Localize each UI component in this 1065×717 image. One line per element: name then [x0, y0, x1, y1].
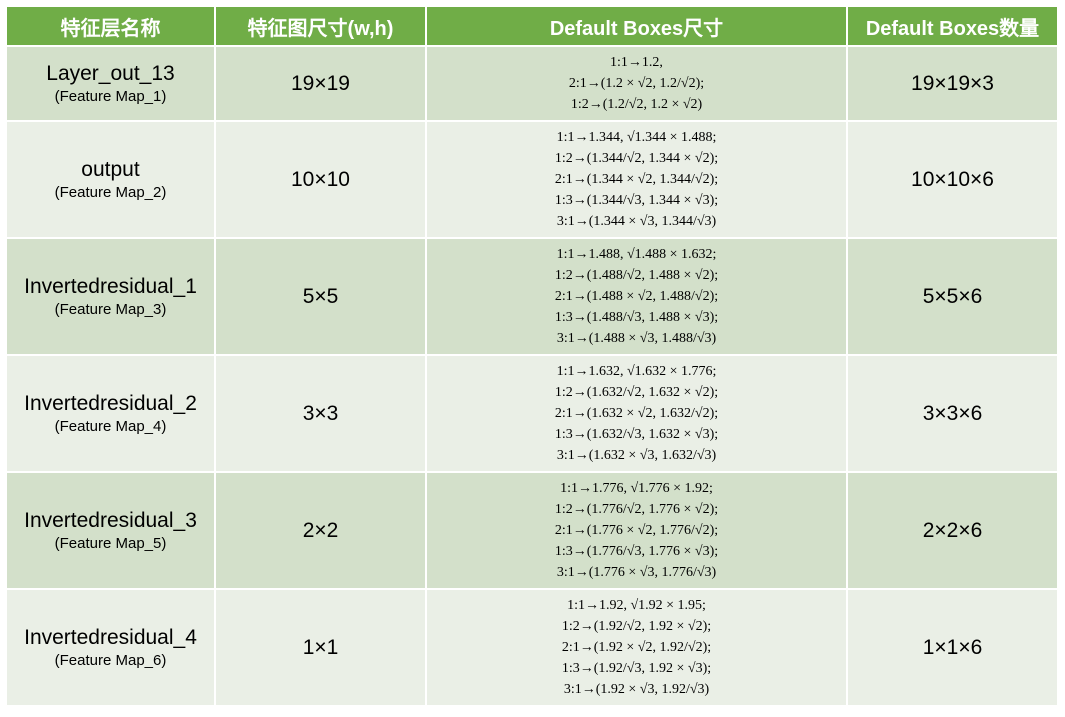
box-count-cell: 10×10×6 [846, 120, 1059, 239]
map-size-cell: 5×5 [214, 237, 427, 356]
box-size-cell: 1:1→1.2, 2:1→(1.2 × √2, 1.2/√2); 1:2→(1.2/… [425, 45, 848, 122]
feature-map-table: 特征层名称 特征图尺寸(w,h) Default Boxes尺寸 Default… [5, 5, 1059, 707]
box-size-line: 1:2→(1.632/√2, 1.632 × √2); [554, 385, 719, 400]
box-size-line: 3:1→(1.344 × √3, 1.344/√3) [556, 214, 717, 229]
box-size-line: 2:1→(1.344 × √2, 1.344/√2); [554, 172, 719, 187]
layer-name-cell: Invertedresidual_4 (Feature Map_6) [5, 588, 216, 707]
layer-name-cell: Layer_out_13 (Feature Map_1) [5, 45, 216, 122]
map-size-cell: 3×3 [214, 354, 427, 473]
box-count-cell: 19×19×3 [846, 45, 1059, 122]
map-size-cell: 10×10 [214, 120, 427, 239]
box-count-cell: 2×2×6 [846, 471, 1059, 590]
box-count-cell: 3×3×6 [846, 354, 1059, 473]
box-size-line: 3:1→(1.92 × √3, 1.92/√3) [563, 682, 710, 697]
box-size-line: 1:2→(1.488/√2, 1.488 × √2); [554, 268, 719, 283]
box-count-cell: 5×5×6 [846, 237, 1059, 356]
layer-name-cell: Invertedresidual_3 (Feature Map_5) [5, 471, 216, 590]
layer-name-cell: output (Feature Map_2) [5, 120, 216, 239]
table-row: Invertedresidual_3 (Feature Map_5) 2×2 1:1→… [5, 471, 1059, 590]
box-size-cell: 1:1→1.632, √1.632 × 1.776; 1:2→(1.632/√2,… [425, 354, 848, 473]
box-size-line: 3:1→(1.632 × √3, 1.632/√3) [556, 448, 717, 463]
feature-map-label: (Feature Map_6) [54, 651, 167, 669]
layer-name-cell: Invertedresidual_2 (Feature Map_4) [5, 354, 216, 473]
layer-name: Invertedresidual_2 [24, 391, 197, 415]
box-size-line: 1:1→1.92, √1.92 × 1.95; [567, 598, 706, 613]
feature-map-label: (Feature Map_1) [54, 87, 167, 105]
map-size-cell: 1×1 [214, 588, 427, 707]
feature-map-label: (Feature Map_3) [54, 300, 167, 318]
box-size-line: 1:1→1.776, √1.776 × 1.92; [560, 481, 713, 496]
box-size-line: 2:1→(1.488 × √2, 1.488/√2); [554, 289, 719, 304]
layer-name: Layer_out_13 [46, 61, 175, 85]
layer-name: Invertedresidual_1 [24, 274, 197, 298]
box-count-cell: 1×1×6 [846, 588, 1059, 707]
layer-name: Invertedresidual_3 [24, 508, 197, 532]
feature-map-label: (Feature Map_5) [54, 534, 167, 552]
feature-map-label: (Feature Map_4) [54, 417, 167, 435]
header-layer-name: 特征层名称 [5, 5, 216, 47]
box-size-line: 2:1→(1.92 × √2, 1.92/√2); [561, 640, 712, 655]
box-size-line: 1:2→(1.92/√2, 1.92 × √2); [561, 619, 712, 634]
box-size-line: 1:1→1.632, √1.632 × 1.776; [556, 364, 717, 379]
layer-name: output [81, 157, 140, 181]
box-size-cell: 1:1→1.344, √1.344 × 1.488; 1:2→(1.344/√2,… [425, 120, 848, 239]
box-size-line: 1:1→1.488, √1.488 × 1.632; [556, 247, 717, 262]
header-map-size: 特征图尺寸(w,h) [214, 5, 427, 47]
box-size-line: 2:1→(1.632 × √2, 1.632/√2); [554, 406, 719, 421]
box-size-line: 1:3→(1.488/√3, 1.488 × √3); [554, 310, 719, 325]
box-size-line: 1:1→1.2, [610, 55, 663, 70]
box-size-line: 1:3→(1.344/√3, 1.344 × √3); [554, 193, 719, 208]
box-size-cell: 1:1→1.776, √1.776 × 1.92; 1:2→(1.776/√2, … [425, 471, 848, 590]
layer-name: Invertedresidual_4 [24, 625, 197, 649]
box-size-line: 1:3→(1.92/√3, 1.92 × √3); [561, 661, 712, 676]
box-size-line: 3:1→(1.488 × √3, 1.488/√3) [556, 331, 717, 346]
feature-map-label: (Feature Map_2) [54, 183, 167, 201]
table-row: Invertedresidual_1 (Feature Map_3) 5×5 1:1→… [5, 237, 1059, 356]
table-row: Invertedresidual_4 (Feature Map_6) 1×1 1:1→… [5, 588, 1059, 707]
box-size-line: 3:1→(1.776 × √3, 1.776/√3) [556, 565, 717, 580]
map-size-cell: 19×19 [214, 45, 427, 122]
layer-name-cell: Invertedresidual_1 (Feature Map_3) [5, 237, 216, 356]
table-row: output (Feature Map_2) 10×10 1:1→1.344, √1.… [5, 120, 1059, 239]
box-size-line: 1:2→(1.2/√2, 1.2 × √2) [570, 97, 703, 112]
box-size-line: 1:1→1.344, √1.344 × 1.488; [556, 130, 717, 145]
map-size-cell: 2×2 [214, 471, 427, 590]
header-box-size: Default Boxes尺寸 [425, 5, 848, 47]
table-row: Invertedresidual_2 (Feature Map_4) 3×3 1:1→… [5, 354, 1059, 473]
box-size-line: 1:3→(1.776/√3, 1.776 × √3); [554, 544, 719, 559]
box-size-cell: 1:1→1.92, √1.92 × 1.95; 1:2→(1.92/√2, 1.9… [425, 588, 848, 707]
table-row: Layer_out_13 (Feature Map_1) 19×19 1:1→1.2,… [5, 45, 1059, 122]
table-body: Layer_out_13 (Feature Map_1) 19×19 1:1→1.2,… [5, 45, 1059, 707]
box-size-line: 1:2→(1.344/√2, 1.344 × √2); [554, 151, 719, 166]
header-box-count: Default Boxes数量 [846, 5, 1059, 47]
header-row: 特征层名称 特征图尺寸(w,h) Default Boxes尺寸 Default… [5, 5, 1059, 47]
box-size-cell: 1:1→1.488, √1.488 × 1.632; 1:2→(1.488/√2,… [425, 237, 848, 356]
box-size-line: 1:3→(1.632/√3, 1.632 × √3); [554, 427, 719, 442]
box-size-line: 1:2→(1.776/√2, 1.776 × √2); [554, 502, 719, 517]
box-size-line: 2:1→(1.776 × √2, 1.776/√2); [554, 523, 719, 538]
box-size-line: 2:1→(1.2 × √2, 1.2/√2); [568, 76, 705, 91]
